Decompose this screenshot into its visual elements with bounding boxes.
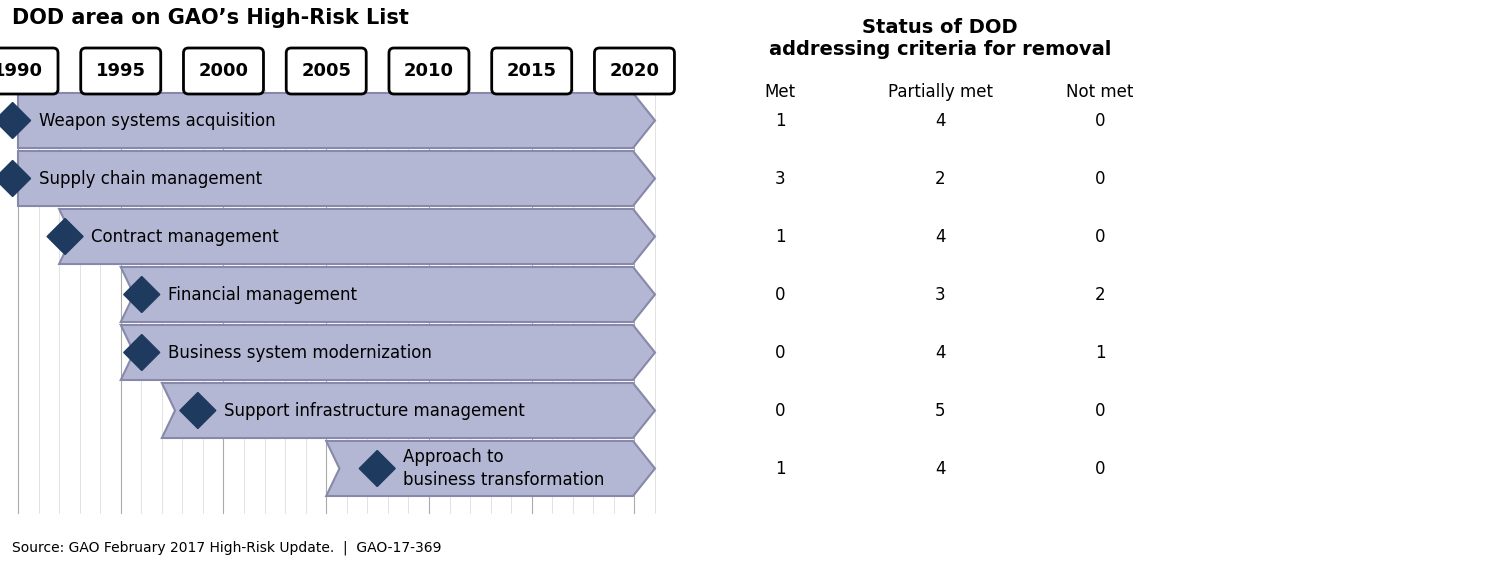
Polygon shape xyxy=(0,160,30,197)
Text: Weapon systems acquisition: Weapon systems acquisition xyxy=(39,112,274,129)
Text: 1995: 1995 xyxy=(96,62,146,80)
Text: 2020: 2020 xyxy=(609,62,660,80)
Text: Financial management: Financial management xyxy=(168,285,357,304)
Text: 1: 1 xyxy=(774,460,786,477)
Text: 1: 1 xyxy=(774,112,786,129)
Polygon shape xyxy=(358,450,394,486)
Text: 0: 0 xyxy=(1095,460,1106,477)
Text: addressing criteria for removal: addressing criteria for removal xyxy=(770,40,1112,59)
FancyBboxPatch shape xyxy=(81,48,160,94)
Text: Status of DOD: Status of DOD xyxy=(862,18,1018,37)
Polygon shape xyxy=(18,151,656,206)
Text: Contract management: Contract management xyxy=(92,227,279,245)
Text: 1990: 1990 xyxy=(0,62,44,80)
Polygon shape xyxy=(0,103,30,139)
Text: 4: 4 xyxy=(934,227,945,245)
FancyBboxPatch shape xyxy=(388,48,470,94)
Text: 2000: 2000 xyxy=(198,62,249,80)
Text: 2005: 2005 xyxy=(302,62,351,80)
Text: 1: 1 xyxy=(774,227,786,245)
Text: 4: 4 xyxy=(934,460,945,477)
Polygon shape xyxy=(18,93,656,148)
Polygon shape xyxy=(162,383,656,438)
Text: 0: 0 xyxy=(774,343,786,362)
Text: 0: 0 xyxy=(1095,170,1106,187)
Text: Business system modernization: Business system modernization xyxy=(168,343,432,362)
FancyBboxPatch shape xyxy=(183,48,264,94)
Text: 0: 0 xyxy=(1095,227,1106,245)
Text: DOD area on GAO’s High-Risk List: DOD area on GAO’s High-Risk List xyxy=(12,8,410,28)
Text: 0: 0 xyxy=(774,285,786,304)
Polygon shape xyxy=(180,393,216,429)
Text: 4: 4 xyxy=(934,343,945,362)
FancyBboxPatch shape xyxy=(594,48,675,94)
Text: 0: 0 xyxy=(774,402,786,419)
Text: 5: 5 xyxy=(934,402,945,419)
Text: 1: 1 xyxy=(1095,343,1106,362)
Text: Approach to
business transformation: Approach to business transformation xyxy=(404,449,604,489)
Polygon shape xyxy=(123,277,159,312)
Text: Not met: Not met xyxy=(1066,83,1134,101)
Text: Met: Met xyxy=(765,83,795,101)
Text: 0: 0 xyxy=(1095,402,1106,419)
Text: 3: 3 xyxy=(934,285,945,304)
Text: 0: 0 xyxy=(1095,112,1106,129)
Text: Support infrastructure management: Support infrastructure management xyxy=(224,402,525,419)
Polygon shape xyxy=(120,267,656,322)
Polygon shape xyxy=(46,218,82,254)
Polygon shape xyxy=(120,325,656,380)
Text: Partially met: Partially met xyxy=(888,83,993,101)
Text: Supply chain management: Supply chain management xyxy=(39,170,261,187)
Text: 2: 2 xyxy=(934,170,945,187)
FancyBboxPatch shape xyxy=(492,48,572,94)
Polygon shape xyxy=(326,441,656,496)
Text: Source: GAO February 2017 High-Risk Update.  |  GAO-17-369: Source: GAO February 2017 High-Risk Upda… xyxy=(12,540,441,555)
Text: 4: 4 xyxy=(934,112,945,129)
Text: 3: 3 xyxy=(774,170,786,187)
Polygon shape xyxy=(123,335,159,371)
FancyBboxPatch shape xyxy=(286,48,366,94)
Text: 2015: 2015 xyxy=(507,62,556,80)
FancyBboxPatch shape xyxy=(0,48,58,94)
Polygon shape xyxy=(58,209,656,264)
Text: 2: 2 xyxy=(1095,285,1106,304)
Text: 2010: 2010 xyxy=(404,62,454,80)
